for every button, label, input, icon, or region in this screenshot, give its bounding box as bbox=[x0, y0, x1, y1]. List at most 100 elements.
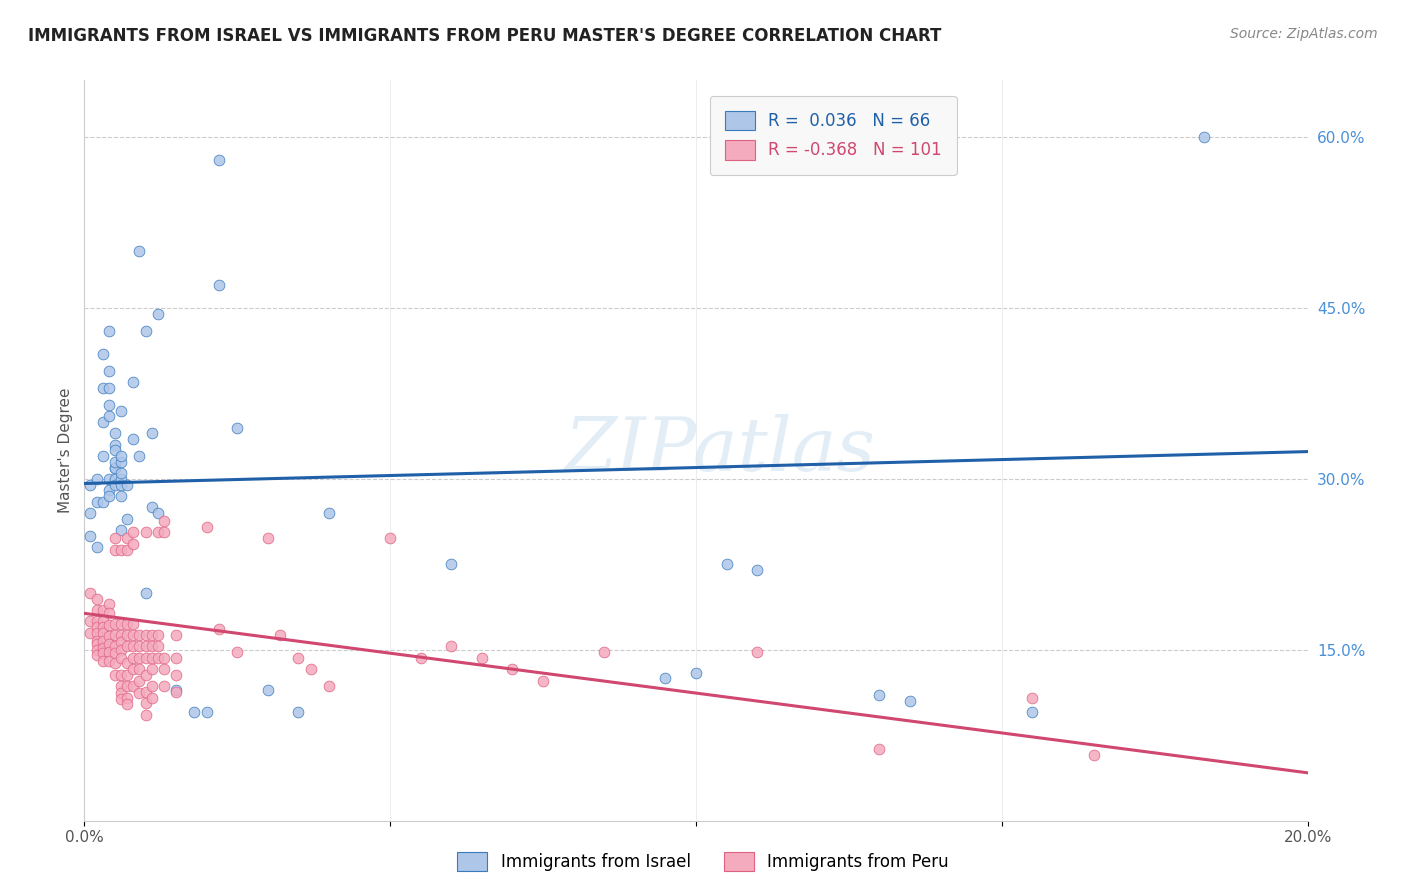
Point bbox=[91, 620, 114, 634]
Point bbox=[104, 531, 127, 545]
Point bbox=[165, 628, 187, 642]
Point bbox=[135, 628, 157, 642]
Point bbox=[257, 531, 280, 545]
Point bbox=[269, 628, 291, 642]
Point bbox=[122, 525, 145, 540]
Point bbox=[110, 449, 132, 463]
Point bbox=[135, 650, 157, 665]
Point bbox=[440, 640, 463, 654]
Point bbox=[86, 637, 108, 651]
Point bbox=[115, 679, 138, 693]
Point bbox=[141, 679, 163, 693]
Point bbox=[869, 689, 891, 703]
Point bbox=[1083, 747, 1105, 762]
Point bbox=[115, 477, 138, 491]
Point bbox=[153, 525, 176, 540]
Point bbox=[115, 512, 138, 526]
Point bbox=[153, 679, 176, 693]
Y-axis label: Master's Degree: Master's Degree bbox=[58, 388, 73, 513]
Point bbox=[91, 449, 114, 463]
Point bbox=[747, 645, 769, 659]
Point bbox=[208, 622, 231, 636]
Point bbox=[86, 648, 108, 663]
Point bbox=[195, 520, 218, 534]
Point bbox=[146, 506, 169, 520]
Point bbox=[104, 455, 127, 469]
Point bbox=[79, 529, 101, 543]
Point bbox=[153, 650, 176, 665]
Point bbox=[208, 278, 231, 293]
Point bbox=[79, 477, 101, 491]
Point bbox=[110, 455, 132, 469]
Point bbox=[110, 489, 132, 503]
Point bbox=[122, 537, 145, 551]
Point bbox=[141, 628, 163, 642]
Point bbox=[318, 679, 340, 693]
Point bbox=[318, 506, 340, 520]
Point bbox=[110, 616, 132, 631]
Point bbox=[104, 438, 127, 452]
Point bbox=[146, 650, 169, 665]
Point bbox=[898, 694, 921, 708]
Point bbox=[165, 668, 187, 682]
Point bbox=[86, 615, 108, 629]
Point bbox=[86, 591, 108, 606]
Point bbox=[115, 531, 138, 545]
Point bbox=[226, 420, 249, 434]
Point bbox=[91, 415, 114, 429]
Point bbox=[122, 375, 145, 389]
Point bbox=[195, 706, 218, 720]
Point bbox=[141, 500, 163, 515]
Point bbox=[104, 646, 127, 660]
Point bbox=[122, 650, 145, 665]
Point bbox=[1021, 690, 1043, 705]
Point bbox=[141, 640, 163, 654]
Point bbox=[79, 625, 101, 640]
Point bbox=[122, 432, 145, 446]
Point bbox=[146, 640, 169, 654]
Point bbox=[97, 409, 120, 424]
Point bbox=[86, 541, 108, 555]
Point bbox=[91, 381, 114, 395]
Point bbox=[97, 645, 120, 659]
Point bbox=[146, 628, 169, 642]
Point bbox=[91, 615, 114, 629]
Point bbox=[91, 346, 114, 360]
Point bbox=[97, 629, 120, 643]
Point bbox=[128, 650, 150, 665]
Point bbox=[128, 449, 150, 463]
Point bbox=[165, 685, 187, 699]
Point bbox=[104, 616, 127, 631]
Point bbox=[747, 563, 769, 577]
Point bbox=[135, 324, 157, 338]
Point bbox=[135, 696, 157, 710]
Point bbox=[110, 686, 132, 700]
Point bbox=[122, 640, 145, 654]
Point bbox=[97, 324, 120, 338]
Point bbox=[115, 640, 138, 654]
Point bbox=[97, 637, 120, 651]
Point bbox=[502, 662, 524, 676]
Point bbox=[654, 671, 676, 685]
Point bbox=[91, 654, 114, 668]
Point bbox=[91, 640, 114, 655]
Legend: Immigrants from Israel, Immigrants from Peru: Immigrants from Israel, Immigrants from … bbox=[449, 843, 957, 880]
Point bbox=[86, 633, 108, 648]
Point bbox=[128, 686, 150, 700]
Point bbox=[685, 665, 707, 680]
Point bbox=[97, 381, 120, 395]
Point bbox=[141, 650, 163, 665]
Point bbox=[115, 657, 138, 671]
Point bbox=[287, 706, 309, 720]
Point bbox=[97, 398, 120, 412]
Point bbox=[183, 706, 205, 720]
Legend: R =  0.036   N = 66, R = -0.368   N = 101: R = 0.036 N = 66, R = -0.368 N = 101 bbox=[710, 96, 956, 175]
Point bbox=[86, 494, 108, 508]
Point bbox=[110, 628, 132, 642]
Point bbox=[110, 523, 132, 537]
Point bbox=[128, 640, 150, 654]
Point bbox=[86, 472, 108, 486]
Point bbox=[135, 525, 157, 540]
Point bbox=[115, 668, 138, 682]
Point bbox=[135, 685, 157, 699]
